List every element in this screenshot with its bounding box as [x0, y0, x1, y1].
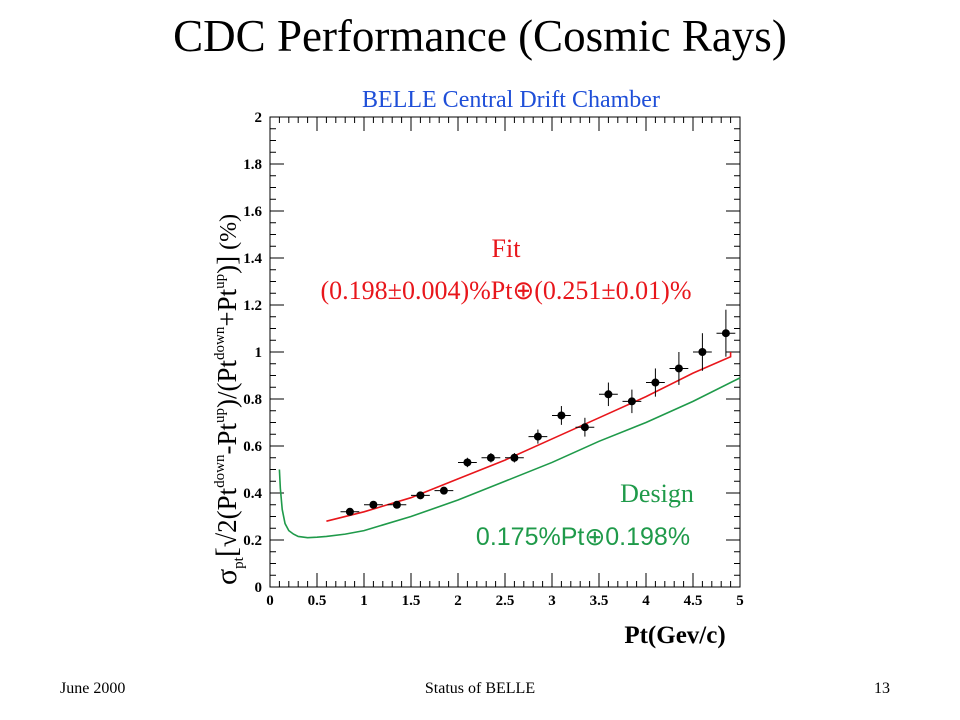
x-tick-label: 2.5 — [496, 593, 515, 609]
design-curve — [278, 377, 741, 539]
data-point — [345, 507, 354, 516]
data-point — [486, 453, 495, 462]
data-point — [533, 432, 542, 441]
fit-formula: (0.198±0.004)%Pt⊕(0.251±0.01)% — [321, 276, 692, 305]
data-point — [627, 397, 636, 406]
footer-title: Status of BELLE — [424, 680, 536, 697]
data-point — [698, 348, 707, 356]
slide-number: 13 — [874, 680, 890, 697]
axis-ticks: 0 0.5 1 1.5 2 2.5 3 3.5 4 4.5 5 0 0.2 0.4 0.6 0.8 1 1.2 1.… — [243, 110, 744, 609]
x-axis-label: Pt(Gev/c) — [624, 622, 725, 649]
y-tick-label: 1 — [255, 345, 263, 361]
data-point — [721, 329, 730, 338]
y-tick-label: 1.6 — [243, 204, 262, 220]
y-tick-label: 0.4 — [243, 486, 262, 502]
x-tick-label: 3 — [548, 593, 556, 609]
data-point — [369, 500, 378, 509]
x-tick-label: 2 — [454, 593, 462, 609]
data-point — [604, 390, 613, 399]
y-tick-label: 0 — [255, 580, 263, 596]
y-tick-label: 1.2 — [243, 298, 262, 314]
y-tick-label: 0.8 — [243, 392, 262, 408]
x-tick-label: 0 — [266, 593, 274, 609]
design-label: Design — [620, 479, 694, 508]
plot-frame — [269, 116, 741, 588]
x-tick-label: 1.5 — [402, 593, 421, 609]
data-point — [392, 500, 401, 509]
x-tick-label: 0.5 — [308, 593, 327, 609]
slide-title: CDC Performance (Cosmic Rays) — [173, 11, 787, 61]
y-tick-label: 0.2 — [243, 533, 262, 549]
y-tick-label: 1.8 — [243, 157, 262, 173]
footer-date: June 2000 — [60, 680, 126, 697]
x-tick-label: 1 — [360, 593, 368, 609]
data-point — [463, 458, 472, 467]
data-point — [416, 491, 425, 500]
data-point — [557, 411, 566, 420]
design-formula: 0.175%Pt⊕0.198% — [476, 523, 690, 551]
x-tick-label: 4.5 — [684, 593, 703, 609]
y-tick-label: 1.4 — [243, 251, 262, 267]
chart-title: BELLE Central Drift Chamber — [362, 87, 660, 113]
data-points — [340, 309, 736, 516]
x-tick-label: 4 — [642, 593, 650, 609]
y-axis-title: σpt[√2(Ptdown-Ptup)/(Ptdown+Ptup)] (%) — [210, 214, 247, 585]
x-tick-label: 5 — [736, 593, 744, 609]
data-point — [580, 423, 589, 432]
x-tick-label: 3.5 — [590, 593, 609, 609]
y-tick-label: 2 — [255, 110, 263, 126]
y-tick-label: 0.6 — [243, 439, 262, 455]
data-point — [439, 486, 448, 495]
data-point — [674, 364, 683, 373]
design-series — [278, 377, 741, 539]
data-point — [510, 453, 519, 462]
fit-label: Fit — [492, 234, 522, 263]
data-point — [651, 378, 660, 387]
y-axis-label: σpt[√2(Ptdown-Ptup)/(Ptdown+Ptup)] (%) — [210, 214, 247, 585]
